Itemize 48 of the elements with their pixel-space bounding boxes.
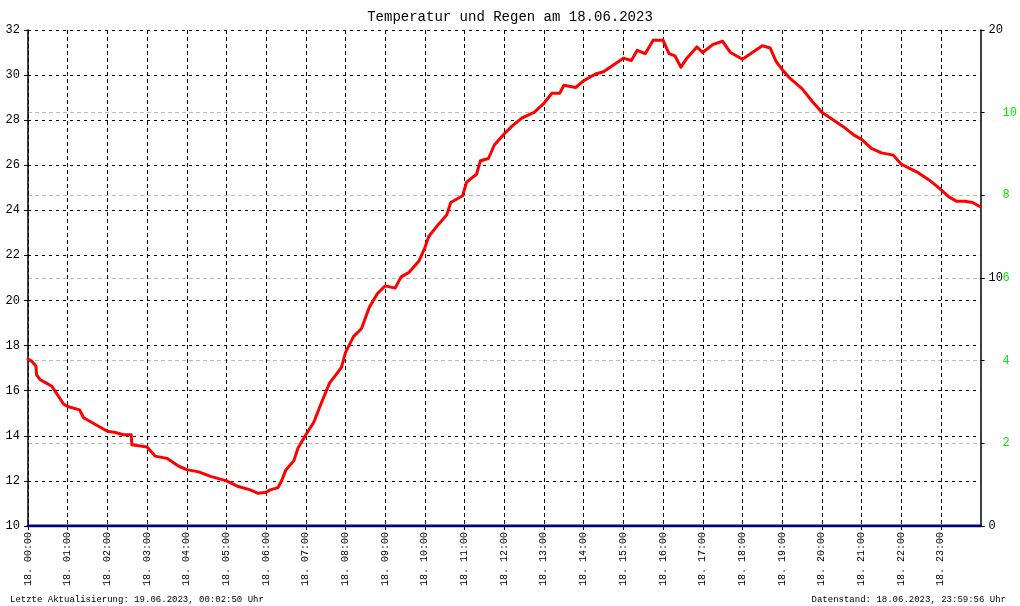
y-tick-label: 18 <box>5 338 20 353</box>
y2-tick-label: 0 <box>988 519 996 533</box>
x-tick-label: 18. 18:00 <box>736 532 748 587</box>
y3-tick-label: 6 <box>1002 271 1010 285</box>
y-tick-label: 28 <box>5 113 20 128</box>
x-tick-label: 18. 04:00 <box>181 532 193 587</box>
x-tick-label: 18. 14:00 <box>578 532 590 587</box>
y-tick-label: 14 <box>5 428 20 443</box>
x-tick-label: 18. 12:00 <box>498 532 510 587</box>
text: Datenstand: 18.06.2023, 23:59:56 Uhr <box>811 594 1007 605</box>
x-tick-label: 18. 02:00 <box>101 532 113 587</box>
line-series <box>26 38 983 495</box>
y-tick-label: 24 <box>5 203 20 218</box>
x-tick-label: 18. 07:00 <box>300 532 312 587</box>
y2-tick-label: 20 <box>988 23 1003 37</box>
x-tick-label: 18. 22:00 <box>895 532 907 587</box>
y-tick-label: 20 <box>5 293 20 308</box>
y3-tick-label: 8 <box>1002 188 1010 203</box>
x-tick-label: 18. 20:00 <box>816 532 828 587</box>
x-tick-label: 18. 11:00 <box>459 532 471 587</box>
x-tick-label: 18. 21:00 <box>856 532 868 587</box>
x-tick-label: 18. 00:00 <box>22 532 34 587</box>
y3-tick-label: 4 <box>1002 353 1010 368</box>
chart-title: Temperatur und Regen am 18.06.2023 <box>367 9 653 25</box>
x-tick-label: 18. 05:00 <box>220 532 232 587</box>
text: Letzte Aktualisierung: 19.06.2023, 00:02:50 Uhr <box>10 594 264 605</box>
x-tick-label: 18. 08:00 <box>340 532 352 587</box>
x-tick-label: 18. 13:00 <box>538 532 550 587</box>
y3-tick-label: 2 <box>1002 436 1010 451</box>
y2-tick-label: 10 <box>988 271 1003 285</box>
x-tick-label: 18. 15:00 <box>617 532 629 587</box>
y-tick-label: 12 <box>5 473 20 488</box>
y-tick-label: 22 <box>5 248 20 263</box>
y-tick-label: 26 <box>5 158 20 173</box>
x-tick-label: 18. 23:00 <box>935 532 947 587</box>
x-tick-label: 18. 06:00 <box>260 532 272 587</box>
y-tick-label: 30 <box>5 68 20 83</box>
y-tick-label: 10 <box>5 519 20 533</box>
x-tick-label: 18. 03:00 <box>141 532 153 587</box>
x-tick-label: 18. 17:00 <box>697 532 709 587</box>
x-tick-label: 18. 19:00 <box>776 532 788 587</box>
x-tick-label: 18. 10:00 <box>419 532 431 587</box>
y-tick-label: 16 <box>5 383 20 398</box>
x-tick-label: 18. 16:00 <box>657 532 669 587</box>
y3-tick-label: 10 <box>1002 105 1017 120</box>
x-tick-label: 18. 01:00 <box>62 532 74 587</box>
x-tick-label: 18. 09:00 <box>379 532 391 587</box>
y-tick-label: 32 <box>5 23 20 37</box>
